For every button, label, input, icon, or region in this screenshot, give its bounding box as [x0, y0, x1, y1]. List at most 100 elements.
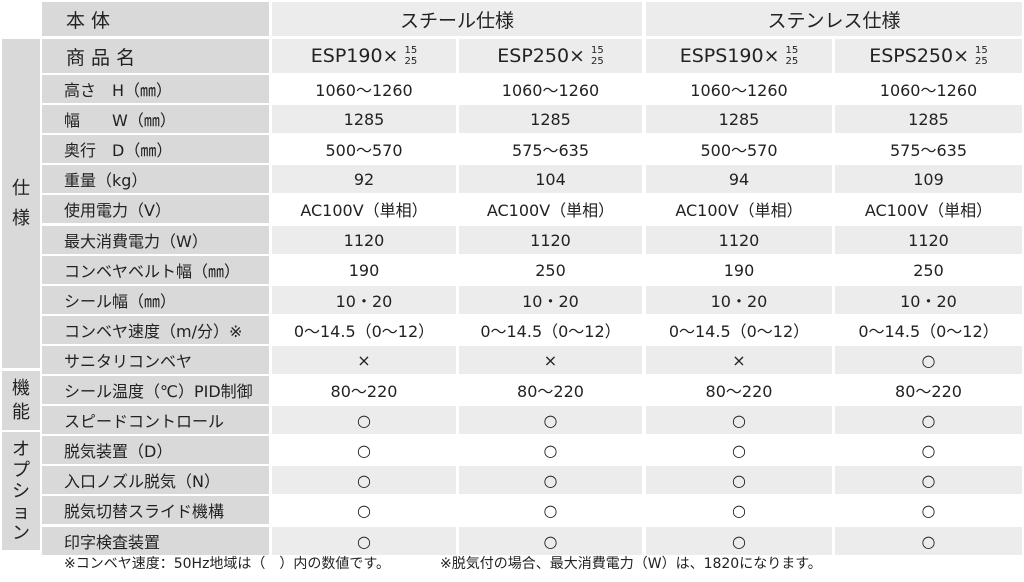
- row-value: 80〜220: [646, 376, 832, 404]
- row-value: 10・20: [646, 286, 832, 314]
- row-value: 1285: [459, 105, 642, 133]
- row-value: 250: [459, 256, 642, 284]
- row-value: 109: [835, 165, 1022, 193]
- row-value: ○: [646, 527, 832, 555]
- row-value: ○: [835, 496, 1022, 524]
- footnote-power: ※脱気付の場合、最大消費電力（W）は、1820になります。: [440, 556, 822, 572]
- product-name-cell: ESP190× 15 25: [272, 39, 456, 73]
- row-label: シール温度（℃）PID制御: [42, 376, 269, 404]
- row-value: 190: [272, 256, 456, 284]
- row-value: 10・20: [835, 286, 1022, 314]
- row-value: ○: [835, 527, 1022, 555]
- product-size-top: 15: [785, 45, 799, 56]
- product-name-cell: ESPS190× 15 25: [646, 39, 832, 73]
- product-size-bottom: 25: [404, 56, 418, 67]
- row-label: 脱気装置（D）: [42, 436, 269, 464]
- row-value: 92: [272, 165, 456, 193]
- row-value: ○: [272, 466, 456, 494]
- row-value: ○: [459, 466, 642, 494]
- row-value: ○: [646, 466, 832, 494]
- row-label: スピードコントロール: [42, 406, 269, 434]
- row-value: 1120: [459, 226, 642, 254]
- row-value: ○: [459, 406, 642, 434]
- category-function: 機 能: [2, 371, 40, 430]
- product-size-top: 15: [404, 45, 418, 56]
- product-name: ESP250×: [497, 45, 585, 67]
- row-label: 高さ H（㎜）: [42, 75, 269, 103]
- row-value: ○: [459, 436, 642, 464]
- row-value: ○: [835, 466, 1022, 494]
- category-function-text: 機 能: [12, 377, 30, 423]
- row-value: AC100V（単相）: [835, 195, 1022, 223]
- product-size-bottom: 25: [975, 56, 988, 67]
- row-value: 1285: [646, 105, 832, 133]
- row-value: ○: [835, 436, 1022, 464]
- row-value: 80〜220: [272, 376, 456, 404]
- row-value: 1120: [646, 226, 832, 254]
- row-value: ×: [646, 346, 832, 374]
- row-value: 10・20: [459, 286, 642, 314]
- header-stainless: ステンレス仕様: [646, 2, 1022, 36]
- product-size-bottom: 25: [590, 56, 604, 67]
- row-label: コンベヤベルト幅（㎜）: [42, 256, 269, 284]
- row-value: ○: [272, 496, 456, 524]
- category-option: オ プ シ ョ ン: [2, 432, 40, 550]
- row-value: 575〜635: [459, 135, 642, 163]
- row-value: 1120: [272, 226, 456, 254]
- footnote-speed: ※コンベヤ速度：50Hz地域は（ ）内の数値です。: [64, 556, 391, 572]
- header-steel: スチール仕様: [272, 2, 642, 36]
- row-label: 最大消費電力（W）: [42, 226, 269, 254]
- row-value: 80〜220: [835, 376, 1022, 404]
- row-label: 奥行 D（㎜）: [42, 135, 269, 163]
- product-name-cell: ESP250× 15 25: [459, 39, 642, 73]
- row-value: ○: [459, 527, 642, 555]
- row-value: ○: [272, 436, 456, 464]
- row-value: 10・20: [272, 286, 456, 314]
- row-value: AC100V（単相）: [646, 195, 832, 223]
- row-label: シール幅（㎜）: [42, 286, 269, 314]
- row-value: ○: [646, 436, 832, 464]
- row-value: 104: [459, 165, 642, 193]
- row-value: 190: [646, 256, 832, 284]
- row-label: 使用電力（V）: [42, 195, 269, 223]
- row-value: 80〜220: [459, 376, 642, 404]
- row-value: ○: [835, 346, 1022, 374]
- row-value: 250: [835, 256, 1022, 284]
- row-label: 脱気切替スライド機構: [42, 496, 269, 524]
- row-value: 500〜570: [272, 135, 456, 163]
- product-size-fraction: 15 25: [975, 45, 988, 67]
- row-value: 1060〜1260: [835, 75, 1022, 103]
- row-value: 1060〜1260: [459, 75, 642, 103]
- row-value: 0〜14.5（0〜12）: [835, 316, 1022, 344]
- category-spec-text: 仕 様: [12, 177, 30, 229]
- row-value: 0〜14.5（0〜12）: [646, 316, 832, 344]
- row-value: ○: [646, 496, 832, 524]
- row-value: 1285: [835, 105, 1022, 133]
- row-value: ○: [835, 406, 1022, 434]
- row-value: AC100V（単相）: [459, 195, 642, 223]
- product-size-fraction: 15 25: [786, 45, 799, 67]
- row-label: 幅 W（㎜）: [42, 105, 269, 133]
- product-name: ESP190×: [310, 45, 399, 67]
- row-label: コンベヤ速度（m/分）※: [42, 316, 269, 344]
- row-value: 1120: [835, 226, 1022, 254]
- row-value: 1285: [272, 105, 456, 133]
- row-value: ○: [459, 496, 642, 524]
- row-label: サニタリコンベヤ: [42, 346, 269, 374]
- row-value: 1060〜1260: [272, 75, 456, 103]
- product-name: ESPS190×: [679, 45, 780, 67]
- header-body-label: 本 体: [42, 2, 269, 36]
- row-value: 94: [646, 165, 832, 193]
- row-value: 1060〜1260: [646, 75, 832, 103]
- row-value: ○: [272, 527, 456, 555]
- product-size-fraction: 15 25: [404, 45, 417, 67]
- row-value: 0〜14.5（0〜12）: [459, 316, 642, 344]
- row-value: ○: [646, 406, 832, 434]
- product-size-bottom: 25: [785, 56, 799, 67]
- product-size-top: 15: [975, 45, 988, 56]
- product-name: ESPS250×: [869, 45, 970, 67]
- row-label: 重量（kg）: [42, 165, 269, 193]
- row-label: 入口ノズル脱気（N）: [42, 466, 269, 494]
- product-size-fraction: 15 25: [591, 45, 604, 67]
- product-size-top: 15: [590, 45, 604, 56]
